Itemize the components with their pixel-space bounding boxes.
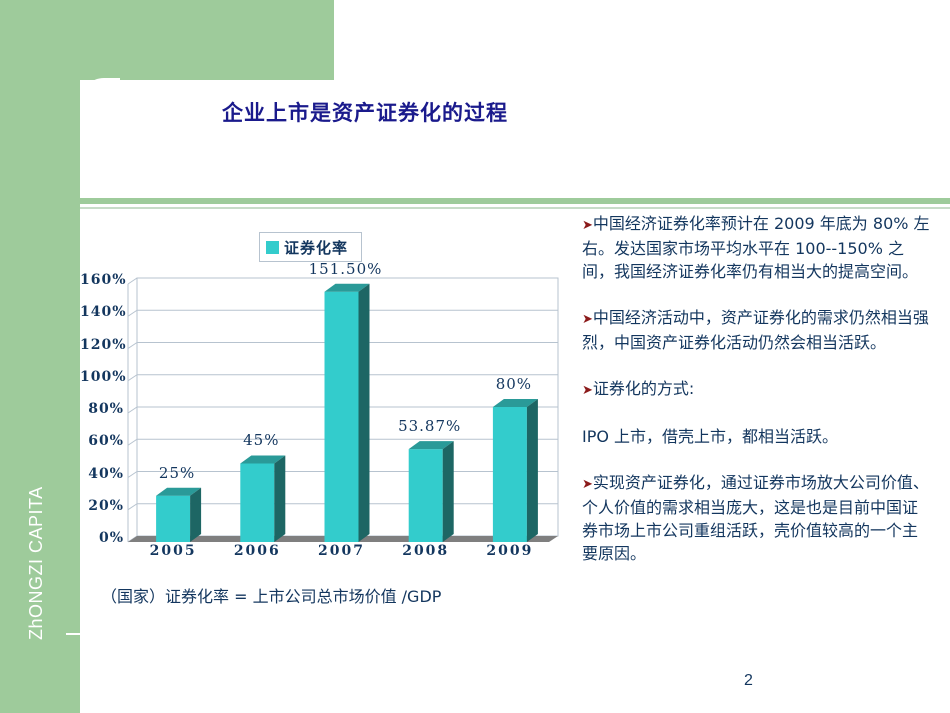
bar-top [156, 487, 202, 496]
y-tick-label: 120% [80, 336, 127, 353]
bar-top [492, 399, 538, 407]
side-wall-line [127, 406, 138, 414]
bullet-item: ➤中国经济活动中，资产证券化的需求仍然相当强烈，中国资产证券化活动仍然会相当活跃… [582, 308, 929, 352]
arrow-bullet-icon: ➤ [582, 218, 593, 233]
side-wall-line [127, 374, 138, 382]
legend-swatch-icon [266, 240, 279, 254]
bar-front [408, 449, 443, 542]
bar-side [190, 487, 202, 542]
x-tick-label: 2005 [149, 543, 197, 559]
plot-floor [128, 536, 558, 542]
side-wall-line [127, 342, 138, 349]
y-tick-label: 40% [88, 465, 124, 482]
arrow-bullet-icon: ➤ [582, 477, 593, 492]
bullet-item: ➤证券化的方式: [582, 379, 695, 398]
y-tick-label: 0% [98, 530, 124, 546]
bar-top [324, 283, 370, 292]
data-label: 80% [495, 375, 533, 393]
formula-text: （国家）证券化率 = 上市公司总市场价值 /GDP [101, 587, 442, 606]
bar-side [526, 399, 538, 542]
bar-side [442, 441, 454, 542]
y-tick-label: 20% [88, 497, 124, 514]
arrow-bullet-icon: ➤ [582, 312, 593, 327]
side-wall-line [127, 503, 138, 511]
brand-vertical-text: ZhONGZI CAPITA [26, 486, 46, 640]
y-tick-label: 160% [80, 272, 127, 288]
bar-side [358, 283, 370, 542]
bar-front [324, 291, 359, 542]
bullet-item: ➤中国经济证券化率预计在 2009 年底为 80% 左右。发达国家市场平均水平在… [582, 214, 930, 281]
bar-front [240, 463, 275, 542]
slide-title: 企业上市是资产证券化的过程 [222, 100, 508, 125]
bar-front [156, 495, 191, 542]
bullet-item-plain: IPO 上市，借壳上市，都相当活跃。 [582, 427, 839, 446]
divider-band [80, 198, 950, 204]
x-tick-label: 2009 [486, 543, 534, 559]
chart-legend: 证券化率 [259, 232, 362, 262]
x-tick-label: 2006 [233, 543, 281, 559]
side-wall-line [127, 438, 138, 446]
side-wall-line [127, 309, 138, 317]
divider-thin-line [80, 207, 950, 209]
bar-side [274, 455, 286, 542]
page-number: 2 [744, 672, 753, 689]
brand-tick-mark [66, 633, 80, 635]
rounded-corner [80, 78, 120, 118]
x-tick-label: 2008 [402, 543, 450, 559]
legend-label: 证券化率 [284, 238, 349, 257]
bullet-item: ➤实现资产证券化，通过证券市场放大公司价值、个人价值的需求相当庞大，这是也是目前… [582, 473, 929, 563]
side-wall-line [127, 535, 138, 543]
y-tick-label: 80% [88, 401, 124, 417]
bar-top [240, 455, 286, 464]
data-label: 151.50% [308, 259, 383, 278]
data-label: 53.87% [398, 417, 462, 436]
y-tick-label: 100% [80, 368, 127, 385]
bar-top [408, 441, 454, 450]
y-tick-label: 60% [88, 433, 124, 450]
left-green-sidebar [0, 0, 80, 713]
y-tick-label: 140% [80, 304, 127, 321]
side-wall-line [127, 277, 138, 285]
plot-back-wall [136, 277, 559, 537]
arrow-bullet-icon: ➤ [582, 383, 593, 398]
bar-front [492, 407, 527, 542]
data-label: 45% [243, 431, 280, 450]
x-tick-label: 2007 [318, 543, 365, 559]
bullet-list: ➤中国经济证券化率预计在 2009 年底为 80% 左右。发达国家市场平均水平在… [582, 212, 932, 565]
data-label: 25% [158, 463, 196, 482]
